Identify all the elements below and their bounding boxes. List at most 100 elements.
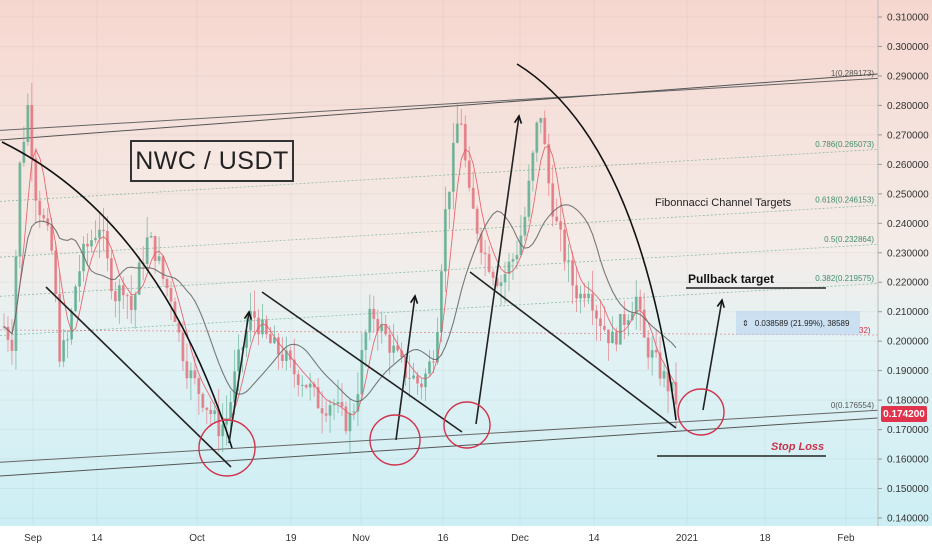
candle-body (117, 285, 121, 302)
candle-body (559, 221, 563, 230)
candle-body (603, 326, 606, 330)
candle-body (340, 402, 344, 407)
candle-body (610, 331, 614, 344)
candle-body (284, 350, 288, 361)
candle-body (78, 271, 81, 287)
candle-body (471, 187, 475, 209)
ma-slow-line (3, 204, 677, 403)
candle-body (34, 158, 38, 201)
candle-body (62, 340, 66, 362)
candle-body (376, 318, 380, 332)
candle-body (193, 370, 197, 379)
candle-body (221, 424, 225, 437)
x-tick-label: 14 (588, 533, 600, 544)
candle-body (82, 243, 85, 272)
candle-body (344, 406, 348, 432)
candle-body (261, 319, 264, 335)
candle-body (229, 402, 233, 419)
y-tick-label: 0.190000 (887, 366, 929, 377)
candle-body (654, 350, 658, 353)
x-axis-band (0, 526, 932, 550)
candle-body (491, 271, 495, 278)
candle-body (455, 123, 459, 143)
candle-body (26, 105, 30, 143)
candle-body (475, 208, 479, 234)
candle-body (583, 293, 586, 299)
y-tick-label: 0.290000 (887, 71, 929, 82)
candle-body (10, 339, 14, 352)
fib-level-label: 0.382(0.219575) (815, 274, 874, 283)
candle-body (133, 294, 137, 310)
candle-body (595, 310, 598, 319)
candle-body (137, 262, 141, 295)
x-tick-label: 2021 (676, 533, 699, 544)
candle-body (599, 318, 602, 327)
candle-body (276, 337, 280, 355)
candle-body (213, 410, 217, 415)
candle-body (618, 314, 622, 345)
candle-body (105, 231, 109, 259)
candle-body (113, 291, 117, 302)
candle-body (523, 216, 527, 236)
reversal-circle-3 (443, 401, 491, 449)
candle-body (507, 261, 511, 274)
candle-body (324, 413, 328, 416)
candle-body (348, 412, 352, 432)
candle-body (6, 326, 10, 340)
fib-level-label: 1(0.289173) (831, 69, 874, 78)
candle-body (149, 235, 153, 238)
candle-body (503, 273, 507, 283)
candle-body (642, 309, 646, 338)
x-axis: Sep 14 Oct 19 Nov 16 Dec 14 2021 18 Feb (0, 526, 932, 550)
candle-body (280, 354, 284, 361)
y-axis: 0.310000 0.300000 0.290000 0.280000 0.270000… (877, 0, 929, 526)
candle-body (332, 404, 336, 406)
candle-body (622, 314, 626, 325)
candle-body (14, 256, 18, 352)
candle-body (58, 293, 62, 362)
candle-body (388, 334, 392, 353)
candle-body (487, 254, 491, 272)
candle-body (447, 191, 451, 210)
candle-body (181, 332, 185, 362)
candle-body (666, 371, 670, 392)
candle-body (591, 293, 594, 311)
candle-body (46, 218, 50, 226)
y-tick-label: 0.240000 (887, 219, 929, 230)
fib-level-label: 0.786(0.265073) (815, 140, 874, 149)
candle-body (436, 331, 439, 363)
fib-level-label: 0(0.176554) (831, 401, 874, 410)
candle-body (177, 322, 181, 333)
downtrend-line-2 (261, 291, 463, 433)
y-tick-label: 0.180000 (887, 396, 929, 407)
candle-body (328, 405, 332, 416)
breakout-arrow-4-head (716, 298, 725, 308)
candle-body (109, 258, 113, 292)
candle-body (102, 229, 105, 232)
candle-body (535, 122, 539, 153)
candle-body (674, 382, 678, 405)
candle-body (567, 260, 571, 262)
x-tick-label: Oct (189, 533, 205, 544)
candle-body (316, 387, 320, 409)
stop-loss-label: Stop Loss (771, 441, 825, 453)
fib-level-line (0, 149, 879, 202)
measure-text: 0.038589 (21.99%), 38589 (754, 318, 850, 328)
candle-body (161, 256, 165, 279)
y-tick-label: 0.210000 (887, 307, 929, 318)
candle-body (86, 243, 89, 247)
candle-body (575, 285, 578, 299)
chart-title: NWC / USDT (130, 140, 294, 182)
candle-body (495, 277, 499, 286)
fib-level-line (0, 409, 879, 463)
candle-body (22, 142, 26, 163)
candle-body (241, 347, 244, 350)
candle-body (579, 293, 582, 299)
candle-body (412, 375, 415, 379)
candle-body (368, 308, 372, 333)
candle-body (308, 383, 312, 388)
x-tick-label: Feb (837, 533, 855, 544)
pullback-target-label: Pullback target (688, 272, 775, 286)
upper-channel-line (0, 73, 879, 141)
candle-body (257, 317, 260, 335)
